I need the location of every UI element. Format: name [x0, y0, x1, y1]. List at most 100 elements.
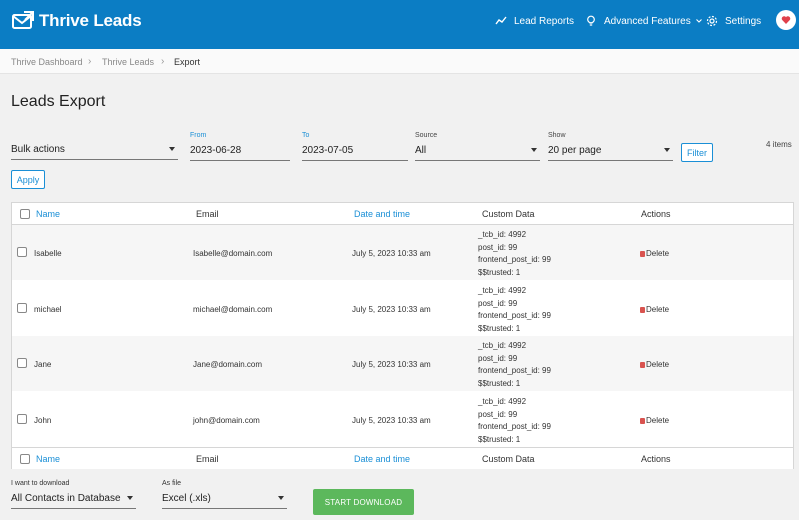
bulk-actions-value: Bulk actions [11, 144, 65, 155]
lead-email: Jane@domain.com [193, 360, 263, 369]
nav-settings[interactable]: Settings [706, 0, 761, 42]
source-label: Source [415, 132, 438, 139]
custom-trusted: $$trusted: 1 [478, 378, 521, 388]
show-label: Show [548, 132, 566, 139]
column-actions: Actions [641, 454, 671, 464]
nav-lead-reports-label: Lead Reports [514, 15, 575, 27]
bulk-actions-select[interactable]: Bulk actions [11, 138, 178, 160]
top-bar: Thrive Leads Lead Reports Advanced Featu… [0, 0, 799, 49]
leads-table: Name Email Date and time Custom Data Act… [11, 202, 794, 469]
lead-date: July 5, 2023 10:33 am [352, 305, 431, 314]
trash-icon [640, 417, 645, 424]
breadcrumb: Thrive Dashboard › Thrive Leads › Export [0, 49, 799, 74]
per-page-select[interactable]: 20 per page [548, 139, 673, 161]
gear-icon [706, 15, 718, 27]
to-date-value: 2023-07-05 [302, 145, 354, 156]
custom-tcb-id: _tcb_id: 4992 [478, 397, 527, 406]
trash-icon [640, 361, 645, 368]
file-format-label: As file [162, 480, 182, 487]
lead-email: john@domain.com [193, 416, 260, 425]
table-footer: Name Email Date and time Custom Data Act… [12, 447, 793, 469]
file-format-select[interactable]: Excel (.xls) [162, 487, 287, 509]
custom-post-id: post_id: 99 [478, 242, 518, 252]
table-row: John john@domain.com July 5, 2023 10:33 … [12, 392, 793, 447]
custom-post-id: post_id: 99 [478, 409, 518, 419]
start-download-button[interactable]: START DOWNLOAD [313, 489, 414, 515]
chart-line-icon [495, 16, 507, 25]
column-date[interactable]: Date and time [354, 209, 411, 219]
custom-post-id: post_id: 99 [478, 353, 518, 363]
select-all-checkbox[interactable] [20, 454, 30, 464]
caret-down-icon [127, 496, 133, 500]
nav-lead-reports[interactable]: Lead Reports [495, 0, 574, 42]
lead-name: Isabelle [34, 249, 62, 258]
apply-button[interactable]: Apply [11, 170, 45, 189]
items-count: 4 items [766, 140, 792, 149]
column-actions: Actions [641, 209, 671, 219]
caret-down-icon [278, 496, 284, 500]
custom-data: _tcb_id: 4992 post_id: 99 frontend_post_… [478, 340, 551, 390]
custom-trusted: $$trusted: 1 [478, 267, 521, 277]
row-checkbox[interactable] [17, 414, 27, 424]
row-checkbox[interactable] [17, 303, 27, 313]
brand[interactable]: Thrive Leads [11, 9, 142, 33]
table-row: Isabelle Isabelle@domain.com July 5, 202… [12, 225, 793, 280]
download-scope-value: All Contacts in Database [11, 493, 121, 504]
column-custom-data: Custom Data [482, 209, 535, 219]
custom-tcb-id: _tcb_id: 4992 [478, 341, 527, 350]
column-email: Email [196, 209, 219, 219]
page-title: Leads Export [11, 93, 106, 110]
column-custom-data: Custom Data [482, 454, 535, 464]
to-date-input[interactable]: 2023-07-05 [302, 139, 408, 161]
select-all-checkbox[interactable] [20, 209, 30, 219]
lead-date: July 5, 2023 10:33 am [352, 249, 431, 258]
heart-icon [781, 16, 791, 24]
caret-down-icon [531, 148, 537, 152]
delete-link[interactable]: Delete [640, 416, 669, 425]
lightbulb-icon [587, 15, 595, 26]
column-name[interactable]: Name [36, 454, 61, 464]
lead-email: michael@domain.com [193, 305, 273, 314]
nav-settings-label: Settings [725, 15, 762, 27]
source-select[interactable]: All [415, 139, 540, 161]
custom-tcb-id: _tcb_id: 4992 [478, 286, 527, 295]
delete-link[interactable]: Delete [640, 305, 669, 314]
custom-frontend-post-id: frontend_post_id: 99 [478, 311, 551, 320]
download-scope-select[interactable]: All Contacts in Database [11, 487, 136, 509]
custom-post-id: post_id: 99 [478, 298, 518, 308]
custom-data: _tcb_id: 4992 post_id: 99 frontend_post_… [478, 285, 551, 335]
lead-email: Isabelle@domain.com [193, 249, 273, 258]
custom-trusted: $$trusted: 1 [478, 323, 521, 333]
nav-advanced-features[interactable]: Advanced Features [585, 0, 703, 42]
table-row: Jane Jane@domain.com July 5, 2023 10:33 … [12, 336, 793, 391]
custom-frontend-post-id: frontend_post_id: 99 [478, 422, 551, 431]
delete-link[interactable]: Delete [640, 249, 669, 258]
column-date[interactable]: Date and time [354, 454, 411, 464]
chevron-down-icon [695, 19, 702, 23]
caret-down-icon [169, 147, 175, 151]
row-checkbox[interactable] [17, 358, 27, 368]
breadcrumb-dashboard[interactable]: Thrive Dashboard [11, 57, 83, 67]
source-value: All [415, 145, 427, 156]
from-date-input[interactable]: 2023-06-28 [190, 139, 290, 161]
custom-data: _tcb_id: 4992 post_id: 99 frontend_post_… [478, 229, 551, 279]
lead-date: July 5, 2023 10:33 am [352, 416, 431, 425]
custom-frontend-post-id: frontend_post_id: 99 [478, 255, 551, 264]
lead-name: Jane [34, 360, 52, 369]
delete-link[interactable]: Delete [640, 360, 669, 369]
row-checkbox[interactable] [17, 247, 27, 257]
envelope-logo-icon [12, 11, 34, 29]
filter-button[interactable]: Filter [681, 143, 713, 162]
download-scope-label: I want to download [11, 480, 70, 487]
to-label: To [302, 132, 310, 139]
breadcrumb-thrive-leads[interactable]: Thrive Leads [102, 57, 155, 67]
file-format-value: Excel (.xls) [162, 493, 211, 504]
delete-label: Delete [646, 416, 670, 425]
delete-label: Delete [646, 249, 670, 258]
heart-button[interactable] [776, 10, 796, 30]
delete-label: Delete [646, 360, 670, 369]
column-name[interactable]: Name [36, 209, 61, 219]
lead-date: July 5, 2023 10:33 am [352, 360, 431, 369]
from-label: From [190, 132, 207, 139]
trash-icon [640, 306, 645, 313]
